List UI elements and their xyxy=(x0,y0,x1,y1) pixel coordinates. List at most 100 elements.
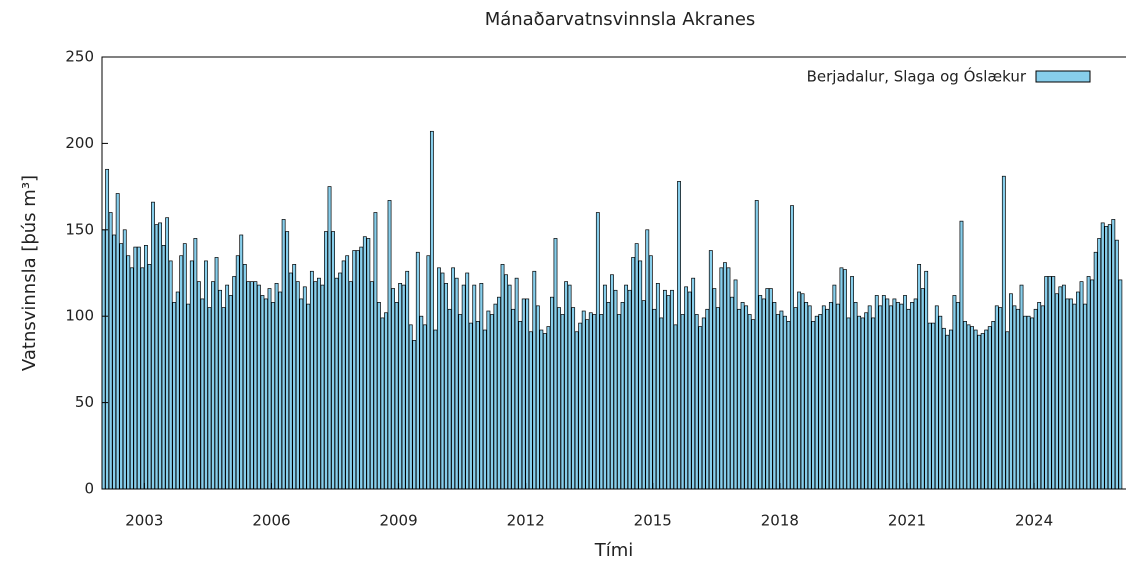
bar xyxy=(670,289,674,490)
bar xyxy=(271,302,275,490)
bar xyxy=(1076,291,1080,490)
bar xyxy=(387,200,392,490)
bar xyxy=(726,267,731,490)
bar xyxy=(867,305,872,490)
bar xyxy=(987,326,992,490)
bar xyxy=(941,327,946,490)
bar xyxy=(316,277,321,490)
plot-frame xyxy=(101,56,1126,490)
bar xyxy=(574,331,579,490)
bar xyxy=(1005,331,1010,490)
bar xyxy=(1058,286,1063,490)
bar xyxy=(606,302,611,490)
bar xyxy=(451,267,455,490)
bar xyxy=(980,333,985,490)
bar xyxy=(938,315,943,490)
bar xyxy=(172,302,177,490)
bar xyxy=(119,243,124,490)
bar xyxy=(680,314,685,490)
bar xyxy=(567,284,572,490)
bar xyxy=(292,264,297,490)
bar xyxy=(1051,276,1056,490)
bar xyxy=(620,302,625,490)
bar xyxy=(790,205,794,490)
bar xyxy=(218,289,222,490)
x-tick-label: 2015 xyxy=(634,512,672,530)
bar xyxy=(793,307,798,490)
bar xyxy=(281,219,286,490)
bar xyxy=(313,281,318,490)
bar xyxy=(740,302,745,490)
bar xyxy=(507,284,512,490)
bar xyxy=(744,305,749,490)
bar xyxy=(927,322,932,490)
bar xyxy=(797,291,801,490)
bar xyxy=(687,291,692,490)
bar xyxy=(278,291,283,490)
bar xyxy=(204,260,208,490)
bar xyxy=(306,303,311,490)
bar xyxy=(557,307,561,490)
bar xyxy=(578,322,583,490)
bar xyxy=(133,246,138,490)
legend-swatch xyxy=(1035,70,1091,83)
bar xyxy=(380,317,385,490)
bar xyxy=(239,234,244,490)
bar xyxy=(377,302,381,490)
y-tick-label: 50 xyxy=(75,393,94,411)
bar xyxy=(161,245,166,490)
y-tick-label: 100 xyxy=(65,307,94,325)
bar xyxy=(874,295,879,490)
bar xyxy=(1061,284,1066,490)
bar xyxy=(242,264,247,490)
bar xyxy=(1040,305,1045,490)
bar xyxy=(482,329,487,490)
bar xyxy=(401,284,406,490)
bar xyxy=(136,246,141,490)
bar xyxy=(253,281,258,490)
bar xyxy=(419,315,424,490)
bar xyxy=(634,243,639,490)
bar xyxy=(627,289,632,490)
bar xyxy=(228,295,233,490)
bar xyxy=(154,224,159,490)
bar xyxy=(613,289,618,490)
bar xyxy=(564,281,568,490)
bar xyxy=(846,317,851,490)
x-tick-label: 2021 xyxy=(888,512,926,530)
bar xyxy=(825,308,830,490)
bar xyxy=(715,307,720,490)
bar xyxy=(1086,276,1091,490)
bar xyxy=(412,340,417,490)
bar xyxy=(1065,298,1070,490)
bar xyxy=(493,303,498,490)
bar xyxy=(108,212,113,490)
bar xyxy=(140,267,145,490)
bar xyxy=(814,315,819,490)
bar xyxy=(274,283,279,490)
bar xyxy=(352,250,357,490)
bar xyxy=(369,281,374,490)
bar xyxy=(211,281,215,490)
bar xyxy=(818,314,823,490)
bar xyxy=(843,269,847,490)
bar xyxy=(429,130,434,490)
bar xyxy=(648,255,653,490)
bar xyxy=(857,315,862,490)
bar xyxy=(366,238,371,490)
bar xyxy=(1012,305,1017,490)
bar xyxy=(539,329,544,490)
bar xyxy=(405,270,410,490)
bar xyxy=(338,272,343,490)
bar xyxy=(479,283,484,490)
bar xyxy=(864,312,869,490)
bar xyxy=(1093,251,1098,490)
x-tick-label: 2009 xyxy=(379,512,417,530)
bar xyxy=(871,317,876,490)
bar xyxy=(1016,308,1020,490)
bar xyxy=(821,305,826,490)
bar xyxy=(1037,302,1042,490)
bar xyxy=(151,201,155,490)
x-axis-label: Tími xyxy=(594,540,634,561)
bar xyxy=(532,270,537,490)
